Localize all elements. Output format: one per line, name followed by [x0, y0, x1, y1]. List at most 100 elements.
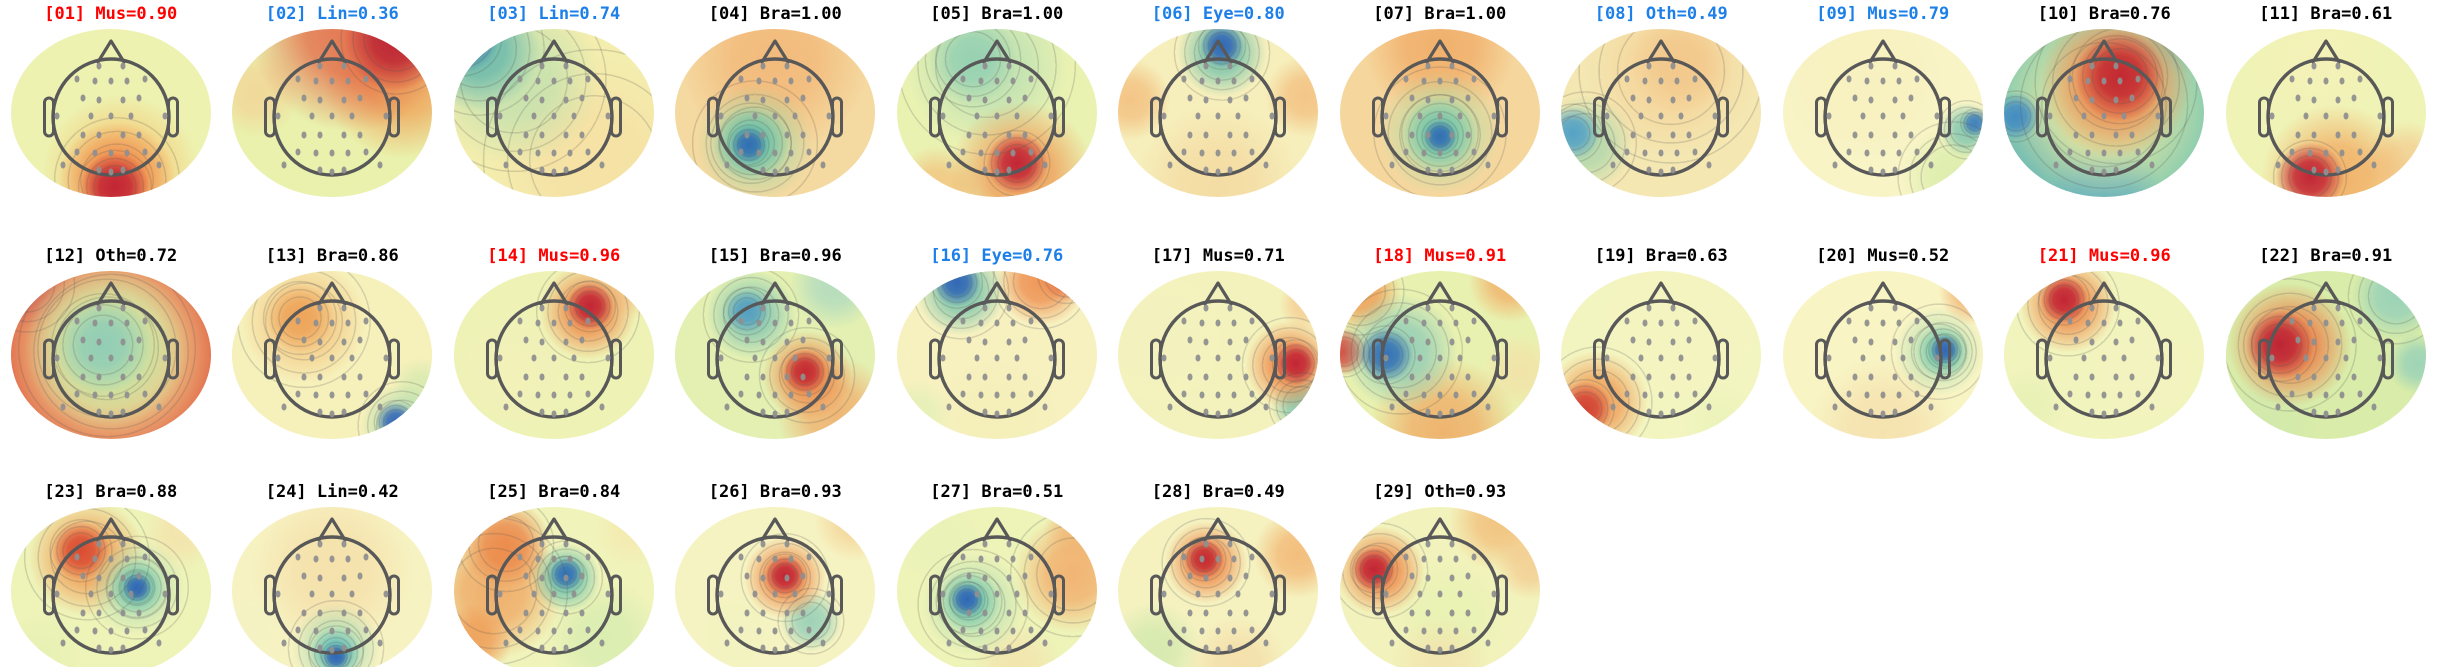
electrode-dot	[982, 540, 988, 548]
electrode-dot	[2089, 166, 2095, 174]
electrode-dot	[317, 609, 323, 617]
electrode-dot	[2371, 403, 2377, 411]
electrode-dot	[2335, 131, 2341, 139]
electrode-dot	[1658, 354, 1664, 362]
electrode-dot	[974, 112, 980, 120]
electrode-dot	[784, 373, 790, 381]
electrode-dot	[120, 540, 126, 548]
electrode-dot	[345, 77, 351, 85]
electrode-dot	[2121, 112, 2127, 120]
electrode-dot	[1243, 609, 1249, 617]
electrode-dot	[1846, 148, 1852, 156]
electrode-dot	[788, 627, 794, 635]
electrode-dot	[1263, 639, 1269, 647]
electrode-dot	[1249, 75, 1255, 83]
electrode-dot	[309, 354, 315, 362]
electrode-dot	[1437, 77, 1443, 85]
electrode-dot	[108, 627, 114, 635]
electrode-dot	[738, 626, 744, 634]
electrode-dot	[1006, 166, 1012, 174]
electrode-dot	[2323, 168, 2329, 176]
electrode-dot	[2089, 338, 2095, 346]
electrode-dot	[317, 166, 323, 174]
electrode-dot	[744, 94, 750, 102]
electrode-dot	[1686, 131, 1692, 139]
electrode-dot	[1195, 112, 1201, 120]
electrode-dot	[1181, 317, 1187, 325]
electrode-dot	[96, 62, 102, 70]
component-title: [11] Bra=0.61	[2259, 4, 2393, 24]
electrode-dot	[2357, 148, 2363, 156]
electrode-dot	[966, 131, 972, 139]
electrode-dot	[1868, 131, 1874, 139]
electrode-dot	[1409, 131, 1415, 139]
electrode-dot	[1006, 62, 1012, 70]
electrode-dot	[563, 408, 569, 416]
electrode-dot	[551, 555, 557, 563]
topomap	[232, 271, 433, 439]
electrode-dot	[1491, 354, 1497, 362]
electrode-dot	[820, 639, 826, 647]
electrode-dot	[744, 131, 750, 139]
component-cell: [19] Bra=0.63	[1551, 242, 1773, 478]
electrode-dot	[738, 148, 744, 156]
electrode-dot	[2295, 94, 2301, 102]
component-cell: [22] Bra=0.91	[2215, 242, 2437, 478]
electrode-dot	[1846, 390, 1852, 398]
electrode-dot	[982, 609, 988, 617]
electrode-dot	[1425, 609, 1431, 617]
electrode-dot	[517, 553, 523, 561]
component-title: [22] Bra=0.91	[2259, 246, 2393, 266]
electrode-dot	[1014, 354, 1020, 362]
electrode-dot	[978, 627, 984, 635]
electrode-dot	[2149, 161, 2155, 169]
electrode-dot	[1892, 408, 1898, 416]
electrode-dot	[1235, 590, 1241, 598]
electrode-dot	[1227, 373, 1233, 381]
component-title: [20] Mus=0.52	[1816, 246, 1950, 266]
electrode-dot	[563, 609, 569, 617]
electrode-dot	[74, 75, 80, 83]
electrode-dot	[1215, 627, 1221, 635]
electrode-dot	[2307, 319, 2313, 327]
electrode-dot	[317, 131, 323, 139]
electrode-dot	[281, 403, 287, 411]
electrode-dot	[772, 319, 778, 327]
electrode-dot	[54, 112, 60, 120]
electrode-dot	[571, 112, 577, 120]
electrode-dot	[1624, 317, 1630, 325]
topomap	[10, 507, 211, 667]
electrode-dot	[551, 319, 557, 327]
electrode-dot	[1892, 62, 1898, 70]
electrode-dot	[756, 149, 762, 157]
electrode-dot	[760, 166, 766, 174]
electrode-dot	[517, 148, 523, 156]
electrode-dot	[1006, 131, 1012, 139]
component-title: [12] Oth=0.72	[44, 246, 178, 266]
electrode-dot	[551, 391, 557, 399]
electrode-dot	[377, 639, 383, 647]
electrode-dot	[994, 77, 1000, 85]
electrode-dot	[994, 410, 1000, 418]
electrode-dot	[1215, 149, 1221, 157]
electrode-dot	[142, 148, 148, 156]
electrode-dot	[551, 149, 557, 157]
electrode-dot	[1908, 131, 1914, 139]
electrode-dot	[1646, 166, 1652, 174]
electrode-dot	[2129, 336, 2135, 344]
electrode-dot	[2067, 390, 2073, 398]
electrode-dot	[1421, 319, 1427, 327]
electrode-dot	[756, 627, 762, 635]
electrode-dot	[2101, 149, 2107, 157]
electrode-dot	[1437, 112, 1443, 120]
electrode-dot	[982, 644, 988, 652]
electrode-dot	[2377, 354, 2383, 362]
electrode-dot	[1227, 62, 1233, 70]
component-cell: [11] Bra=0.61	[2215, 0, 2437, 242]
electrode-dot	[982, 574, 988, 582]
electrode-dot	[80, 572, 86, 580]
electrode-dot	[523, 609, 529, 617]
topomap	[896, 29, 1097, 197]
electrode-dot	[585, 626, 591, 634]
electrode-dot	[1203, 373, 1209, 381]
